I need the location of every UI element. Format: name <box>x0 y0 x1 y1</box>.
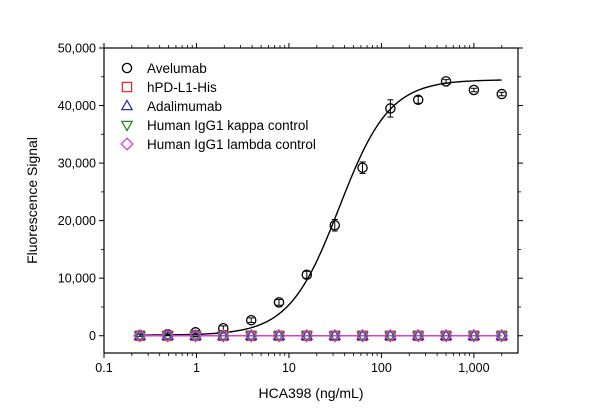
data-point-avelumab <box>329 219 341 231</box>
x-tick-label: 0.1 <box>95 361 112 375</box>
data-point-avelumab <box>301 269 313 280</box>
data-point-avelumab <box>273 297 285 308</box>
data-point-human-igg1-lambda-control <box>411 329 425 343</box>
data-point-human-igg1-kappa-control <box>244 331 258 343</box>
legend-label: Adalimumab <box>147 99 222 114</box>
legend-marker-hpd-l1-his <box>121 81 133 93</box>
x-tick-label: 1,000 <box>458 361 489 375</box>
data-point-human-igg1-kappa-control <box>467 331 481 343</box>
data-point-human-igg1-lambda-control <box>272 329 286 343</box>
legend-item: Adalimumab <box>120 99 222 114</box>
series-human-igg1-lambda-control <box>133 329 509 343</box>
data-point-adalimumab <box>244 328 258 340</box>
legend-marker-human-igg1-kappa-control <box>120 120 134 132</box>
y-tick-label: 0 <box>89 329 96 343</box>
legend-label: Avelumab <box>147 61 207 76</box>
data-point-adalimumab <box>189 328 202 340</box>
data-point-human-igg1-kappa-control <box>495 331 509 343</box>
data-point-adalimumab <box>133 328 147 340</box>
y-tick-label: 40,000 <box>58 99 96 113</box>
x-tick-label: 100 <box>371 361 392 375</box>
legend-label: Human IgG1 lambda control <box>147 137 316 152</box>
data-point-adalimumab <box>384 328 397 340</box>
data-point-avelumab <box>440 76 452 87</box>
legend-marker-adalimumab <box>120 99 134 111</box>
data-point-adalimumab <box>161 328 174 340</box>
data-point-adalimumab <box>300 328 314 340</box>
plot-frame <box>103 47 519 354</box>
data-point-avelumab <box>218 323 229 334</box>
legend: Avelumab hPD-L1-His Adalimumab Human IgG1 k… <box>120 61 316 152</box>
legend-label: Human IgG1 kappa control <box>147 118 308 133</box>
legend-item: Human IgG1 lambda control <box>120 137 316 152</box>
data-point-human-igg1-lambda-control <box>216 329 231 343</box>
data-point-human-igg1-kappa-control <box>411 331 425 343</box>
legend-item: hPD-L1-His <box>121 80 217 95</box>
x-tick-label: 1 <box>193 361 200 375</box>
data-point-avelumab <box>412 94 424 106</box>
data-point-human-igg1-kappa-control <box>356 331 369 343</box>
data-point-human-igg1-kappa-control <box>384 331 397 343</box>
data-point-human-igg1-lambda-control <box>160 329 175 343</box>
data-point-avelumab <box>496 88 507 100</box>
legend-label: hPD-L1-His <box>147 80 217 95</box>
data-point-avelumab <box>468 84 480 96</box>
y-tick-label: 30,000 <box>58 157 96 171</box>
data-point-adalimumab <box>439 328 453 340</box>
data-point-adalimumab <box>495 328 509 340</box>
y-tick-label: 20,000 <box>58 214 96 228</box>
data-point-human-igg1-lambda-control <box>300 329 314 343</box>
data-point-human-igg1-lambda-control <box>467 329 481 343</box>
legend-marker-avelumab <box>121 62 133 74</box>
data-point-adalimumab <box>467 328 481 340</box>
data-point-adalimumab <box>328 328 342 340</box>
series-adalimumab <box>133 328 509 340</box>
data-point-avelumab <box>385 103 396 114</box>
y-axis-title: Fluorescence Signal <box>24 137 40 264</box>
data-point-avelumab <box>357 162 368 173</box>
data-point-human-igg1-lambda-control <box>494 329 509 343</box>
data-point-adalimumab <box>272 328 286 340</box>
data-point-human-igg1-kappa-control <box>133 331 147 343</box>
legend-item: Human IgG1 kappa control <box>120 118 308 133</box>
data-point-human-igg1-lambda-control <box>328 329 342 343</box>
data-point-human-igg1-kappa-control <box>161 331 174 343</box>
data-point-human-igg1-lambda-control <box>133 329 147 343</box>
data-point-human-igg1-lambda-control <box>383 329 398 343</box>
x-axis-title: HCA398 (ng/mL) <box>258 385 363 401</box>
data-point-human-igg1-lambda-control <box>244 329 258 343</box>
data-point-adalimumab <box>411 328 425 340</box>
data-point-human-igg1-kappa-control <box>272 331 286 343</box>
data-point-avelumab <box>245 314 257 326</box>
data-point-human-igg1-kappa-control <box>189 331 202 343</box>
data-point-human-igg1-lambda-control <box>355 329 370 343</box>
data-point-adalimumab <box>356 328 369 340</box>
data-point-human-igg1-kappa-control <box>328 331 342 343</box>
data-point-human-igg1-lambda-control <box>188 329 203 343</box>
data-point-human-igg1-kappa-control <box>300 331 314 343</box>
legend-marker-human-igg1-lambda-control <box>120 137 134 151</box>
data-point-human-igg1-lambda-control <box>439 329 453 343</box>
axes: 0.1 1 10 100 1,000 0 10,000 20,000 30,000 40,000 5… <box>58 42 523 375</box>
y-tick-label: 50,000 <box>58 42 96 56</box>
x-tick-label: 10 <box>282 361 296 375</box>
data-points <box>133 76 509 343</box>
data-point-adalimumab <box>216 328 230 340</box>
legend-item: Avelumab <box>121 61 207 76</box>
y-tick-label: 10,000 <box>58 272 96 286</box>
data-point-human-igg1-kappa-control <box>216 331 230 343</box>
data-point-human-igg1-kappa-control <box>439 331 453 343</box>
series-human-igg1-kappa-control <box>133 331 509 343</box>
